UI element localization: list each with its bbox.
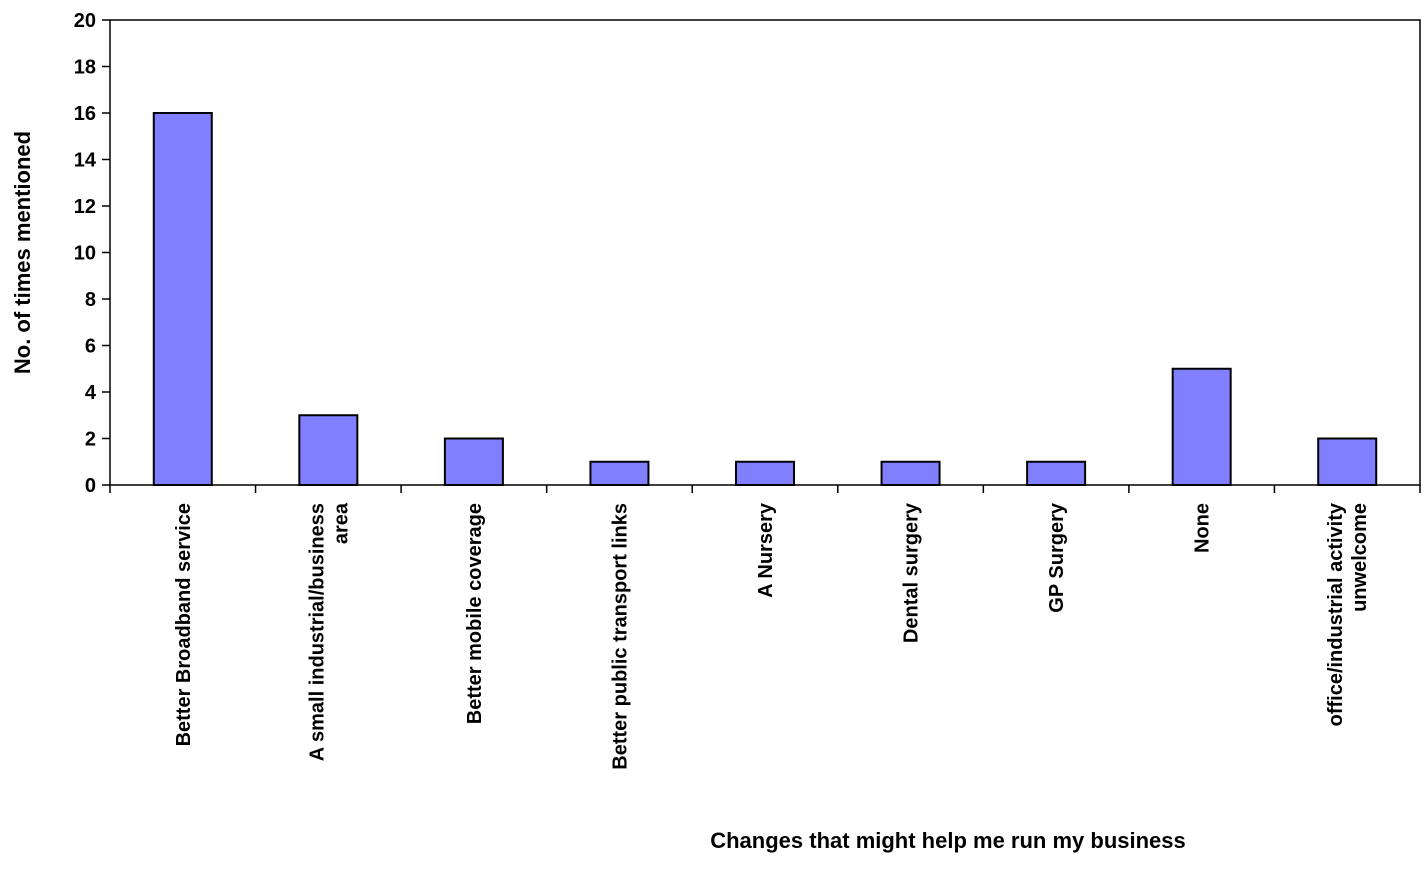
x-category-label-line: Better public transport links — [609, 503, 631, 770]
y-tick-label: 4 — [85, 382, 97, 404]
x-category-label: Better public transport links — [609, 503, 631, 770]
y-tick-label: 8 — [85, 289, 96, 311]
y-axis-title: No. of times mentioned — [10, 131, 35, 374]
x-category-label: Better Broadband service — [173, 503, 195, 746]
bar — [1317, 437, 1378, 486]
y-tick-labels: 0 2 4 6 8 10 12 14 16 18 20 — [74, 10, 97, 497]
y-tick-label: 20 — [74, 10, 96, 32]
x-category-label-line: Better Broadband service — [173, 503, 195, 746]
bar — [589, 460, 650, 486]
y-tick-label: 0 — [85, 475, 96, 497]
x-axis-title: Changes that might help me run my busine… — [710, 828, 1186, 853]
x-category-label: GP Surgery — [1046, 502, 1068, 613]
x-category-label: None — [1192, 503, 1214, 553]
x-category-label-line: Better mobile coverage — [464, 503, 486, 724]
axes-group — [102, 19, 1421, 493]
bar — [1171, 367, 1232, 486]
x-category-label-line: office/industrial activity — [1325, 502, 1347, 726]
x-category-label: A Nursery — [755, 502, 777, 598]
y-tick-label: 14 — [74, 150, 97, 172]
y-tick-label: 6 — [85, 336, 96, 358]
x-category-label-line: None — [1192, 503, 1214, 553]
x-category-label: A small industrial/business area — [306, 502, 352, 761]
bar — [1026, 460, 1087, 486]
bars-group — [152, 112, 1378, 486]
y-tick-label: 12 — [74, 196, 96, 218]
bar — [152, 112, 213, 486]
bar — [298, 414, 359, 486]
x-category-label-line: GP Surgery — [1046, 502, 1068, 613]
x-category-label-line: Dental surgery — [901, 502, 923, 643]
bar — [443, 437, 504, 486]
x-category-label: Better mobile coverage — [464, 503, 486, 724]
x-category-label-line: A Nursery — [755, 502, 777, 598]
x-category-label: Dental surgery — [901, 502, 923, 643]
y-tick-label: 10 — [74, 243, 96, 265]
x-category-label-line: unwelcome — [1349, 503, 1371, 612]
y-tick-label: 16 — [74, 103, 96, 125]
x-category-label-line: A small industrial/business — [306, 503, 328, 761]
x-category-labels: Better Broadband service A small industri… — [173, 502, 1371, 770]
bar — [880, 460, 941, 486]
x-category-label-line: area — [330, 502, 352, 544]
y-tick-label: 2 — [85, 429, 96, 451]
y-tick-label: 18 — [74, 57, 96, 79]
x-category-label: office/industrial activity unwelcome — [1325, 502, 1371, 726]
bar — [735, 460, 795, 486]
